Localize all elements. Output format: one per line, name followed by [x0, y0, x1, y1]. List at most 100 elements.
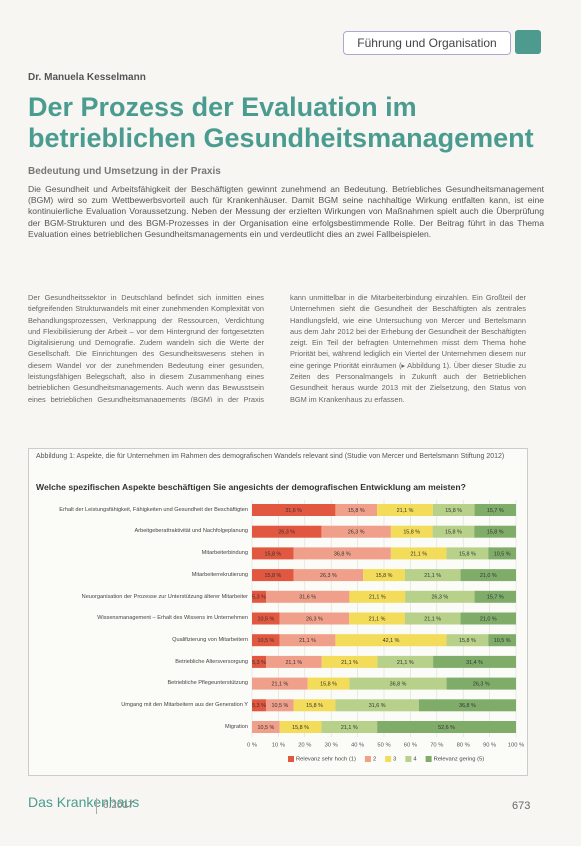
data-label: 36,8 % [390, 682, 407, 688]
x-tick-label: 40 % [351, 743, 364, 749]
data-label: 26,3 % [320, 573, 337, 579]
category-label: Migration [224, 723, 248, 730]
bar-segment [293, 547, 391, 560]
figure-caption: Abbildung 1: Aspekte, die für Unternehme… [36, 453, 505, 460]
category-label-box: Migration [224, 723, 248, 730]
x-tick-label: 10 % [272, 743, 285, 749]
page-number: 673 [512, 800, 531, 812]
chart-title: Welche spezifischen Aspekte beschäftigen… [36, 482, 466, 492]
category-label-box: Neuorganisation der Prozesse zur Unterst… [82, 594, 248, 600]
bar-segment [252, 677, 308, 690]
data-label: 21,1 % [369, 595, 386, 601]
data-label: 21,1 % [285, 660, 302, 666]
category-label-box: Betriebliche Pflegeunterstützung [167, 680, 248, 687]
bar-segment [321, 655, 378, 668]
category-label: Mitarbeiterrekrutierung [191, 571, 248, 578]
bar-segment [404, 612, 461, 625]
section-icon [515, 30, 541, 54]
x-tick-label: 90 % [483, 743, 496, 749]
data-label: 15,8 % [445, 530, 462, 536]
data-label: 5,3 % [252, 703, 266, 709]
bar-segment [446, 634, 489, 647]
category-label: Betriebliche Altersversorgung [175, 658, 248, 665]
data-label: 21,0 % [480, 573, 497, 579]
data-label: 26,3 % [306, 616, 323, 622]
data-label: 31,4 % [466, 660, 483, 666]
data-label: 31,6 % [285, 508, 302, 514]
data-label: 5,3 % [252, 595, 266, 601]
category-label: Mitarbeiterbindung [201, 550, 248, 557]
body-column: kann unmittelbar in die Mitarbeiterbindu… [290, 293, 526, 402]
footer-divider [96, 798, 97, 814]
x-tick-label: 30 % [325, 743, 338, 749]
bar-segment [433, 655, 516, 668]
category-label: Betriebliche Pflegeunterstützung [167, 680, 248, 687]
data-label: 15,8 % [403, 530, 420, 536]
data-label: 10,5 % [257, 638, 274, 644]
data-label: 21,1 % [410, 551, 427, 557]
bar-segment [349, 612, 405, 625]
data-label: 15,7 % [487, 595, 504, 601]
data-label: 21,1 % [424, 573, 441, 579]
data-label: 15,8 % [320, 682, 337, 688]
bar-segment [460, 612, 516, 625]
bar-segment [390, 525, 433, 538]
data-label: 10,5 % [494, 638, 511, 644]
category-label: Wissensmanagement – Erhalt des Wissens i… [97, 615, 248, 622]
data-label: 10,5 % [271, 703, 288, 709]
bar-segment [279, 721, 322, 733]
category-label-box: Betriebliche Altersversorgung [175, 658, 248, 665]
data-label: 21,1 % [369, 616, 386, 622]
bar-segment [252, 504, 336, 516]
bar-segment [252, 699, 266, 712]
bar-segment [252, 569, 294, 582]
x-tick-label: 50 % [377, 743, 390, 749]
data-label: 26,3 % [473, 682, 490, 688]
bar-segment [252, 525, 322, 538]
journal-logo: Das Krankenhaus [28, 794, 140, 810]
data-label: 21,0 % [480, 616, 497, 622]
data-label: 15,7 % [487, 508, 504, 514]
x-tick-label: 60 % [404, 743, 417, 749]
legend-swatch [405, 756, 412, 762]
bar-segment [446, 547, 489, 560]
bar-segment [335, 504, 378, 516]
data-label: 26,3 % [348, 530, 365, 536]
bar-segment [418, 699, 516, 712]
data-label: 21,1 % [299, 638, 316, 644]
legend-swatch [425, 756, 432, 762]
legend-label: 3 [393, 757, 396, 763]
legend-swatch [385, 756, 392, 762]
bar-segment [474, 504, 516, 516]
bar-segment [279, 612, 350, 625]
category-label-box: Umgang mit den Mitarbeitern aus der Gene… [121, 702, 248, 708]
data-label: 26,3 % [431, 595, 448, 601]
bar-segment [293, 699, 336, 712]
x-tick-label: 70 % [430, 743, 443, 749]
bar-segment [293, 569, 364, 582]
data-label: 15,8 % [306, 703, 323, 709]
data-label: 15,8 % [292, 725, 309, 731]
bar-segment [390, 547, 447, 560]
bar-segment [252, 547, 294, 560]
data-label: 36,8 % [334, 551, 351, 557]
bar-segment [432, 525, 475, 538]
bar-segment [335, 634, 447, 647]
data-label: 15,8 % [264, 573, 281, 579]
legend-swatch [288, 756, 294, 762]
data-label: 15,8 % [376, 573, 393, 579]
data-label: 21,1 % [424, 616, 441, 622]
bar-segment [474, 590, 516, 603]
bar-segment [377, 655, 434, 668]
bar-segment [377, 721, 516, 733]
data-label: 15,8 % [459, 551, 476, 557]
x-tick-label: 0 % [247, 743, 257, 749]
x-tick-label: 100 % [508, 743, 524, 749]
bar-segment [265, 699, 294, 712]
data-label: 52,6 % [438, 725, 455, 731]
data-label: 10,5 % [257, 616, 274, 622]
body-column: Der Gesundheitssektor in Deutschland bef… [28, 293, 264, 402]
bar-segment [363, 569, 405, 582]
category-label-box: Arbeitgeberattraktivität und Nachfolgepl… [134, 528, 248, 535]
category-label: Arbeitgeberattraktivität und Nachfolgepl… [134, 528, 248, 535]
